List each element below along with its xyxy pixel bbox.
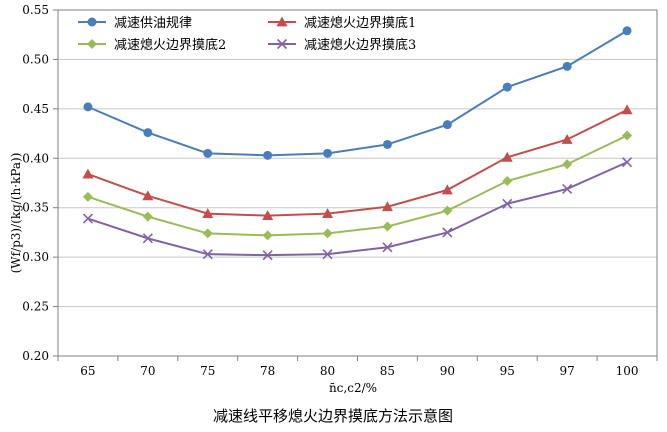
data-point: [382, 221, 393, 232]
legend-item: 减速熄火边界摸底1: [268, 15, 416, 31]
data-point: [502, 176, 513, 187]
series-line: [87, 161, 628, 257]
legend-item: 减速熄火边界摸底3: [268, 37, 416, 53]
series-group: [82, 26, 633, 261]
y-tick-label: 0.50: [22, 52, 49, 66]
x-tick-label: 95: [500, 364, 515, 378]
data-point: [622, 130, 633, 141]
series-4: [82, 157, 633, 261]
data-point: [441, 184, 453, 195]
data-point: [442, 227, 453, 238]
y-tick-label: 0.40: [22, 151, 49, 165]
data-point: [382, 242, 393, 253]
x-tick-label: 97: [560, 364, 575, 378]
data-point: [322, 208, 334, 219]
x-tick-label: 100: [616, 364, 639, 378]
data-point: [203, 148, 213, 158]
x-axis-title: n̄c,c2/%: [329, 381, 377, 395]
data-point: [442, 205, 453, 216]
data-point: [202, 208, 214, 219]
data-point: [621, 104, 633, 115]
x-tick-label: 65: [80, 364, 95, 378]
data-point: [502, 82, 512, 92]
chart-caption: 减速线平移熄火边界摸底方法示意图: [213, 407, 453, 425]
data-point: [381, 201, 393, 212]
legend-label: 减速熄火边界摸底2: [114, 37, 226, 53]
x-tick-label: 70: [140, 364, 155, 378]
grid-lines: [58, 58, 657, 308]
data-point: [322, 228, 333, 239]
series-line: [87, 29, 628, 157]
legend-swatch-marker: [276, 16, 288, 27]
data-point: [501, 151, 513, 162]
legend-label: 减速熄火边界摸底3: [304, 37, 416, 53]
data-point: [143, 128, 153, 138]
series-line: [87, 108, 628, 217]
data-point: [562, 61, 572, 71]
data-point: [83, 102, 93, 112]
legend-item: 减速供油规律: [78, 16, 192, 31]
y-tick-label: 0.45: [22, 102, 49, 116]
series-line: [87, 134, 628, 237]
series-2: [82, 104, 633, 221]
data-point: [82, 213, 94, 224]
data-point: [502, 198, 513, 209]
legend-item: 减速熄火边界摸底2: [78, 37, 226, 53]
data-point: [562, 159, 573, 170]
y-tick-label: 0.20: [22, 349, 49, 363]
x-tick-label: 75: [200, 364, 215, 378]
y-tick-label: 0.25: [22, 300, 49, 314]
data-point: [202, 249, 213, 260]
data-point: [142, 211, 153, 222]
data-point: [82, 168, 94, 179]
x-tick-label: 80: [320, 364, 335, 378]
legend-swatch-marker: [87, 39, 97, 49]
data-point: [382, 139, 392, 149]
data-point: [442, 120, 452, 130]
data-point: [202, 228, 213, 239]
legend-swatch-marker: [276, 38, 288, 50]
data-point: [142, 233, 153, 244]
y-tick-label: 0.35: [22, 201, 49, 215]
y-axis-title-text: (Wf/p3)/(kg/(h·kPa)): [9, 153, 23, 274]
x-tick-label: 90: [440, 364, 455, 378]
data-point: [323, 148, 333, 158]
series-3: [82, 130, 633, 241]
y-tick-label: 0.30: [22, 250, 49, 264]
legend-label: 减速熄火边界摸底1: [304, 15, 416, 31]
data-point: [322, 249, 333, 260]
series-1: [83, 26, 632, 160]
data-point: [561, 134, 573, 144]
data-point: [562, 183, 573, 194]
x-axis-ticks: 65 70 75 78 80 85 90 95 97 100: [57, 356, 658, 378]
data-point: [262, 230, 273, 241]
data-point: [82, 191, 93, 202]
y-tick-label: 0.55: [22, 3, 49, 17]
data-point: [262, 250, 273, 261]
y-axis-title: (Wf/p3)/(kg/(h·kPa)): [9, 153, 23, 274]
data-point: [262, 210, 274, 221]
data-point: [621, 157, 633, 168]
legend-swatch-marker: [87, 17, 97, 27]
data-point: [622, 26, 632, 36]
y-axis-ticks: 0.20 0.25 0.30 0.35 0.40 0.45 0.50 0.55: [22, 3, 58, 363]
data-point: [142, 190, 154, 201]
legend-label: 减速供油规律: [114, 16, 192, 31]
x-tick-label: 78: [260, 364, 275, 378]
x-tick-label: 85: [380, 364, 395, 378]
legend: 减速供油规律 减速熄火边界摸底1 减速熄火边界摸底2 减速熄火边界摸底3: [78, 15, 416, 53]
data-point: [263, 150, 273, 160]
